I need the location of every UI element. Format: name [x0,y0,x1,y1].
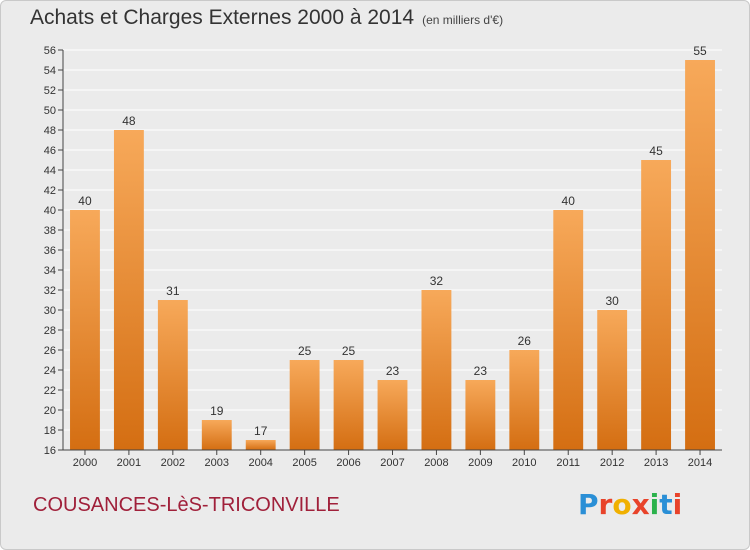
bar-2003 [201,420,232,450]
x-tick-label: 2013 [644,457,668,469]
data-label-2008: 32 [430,274,444,288]
data-label-2005: 25 [298,344,312,358]
data-label-2002: 31 [166,284,180,298]
x-tick-label: 2000 [73,457,97,469]
y-tick-label: 40 [44,205,56,217]
bar-2010 [509,350,540,450]
y-tick-label: 34 [44,265,56,277]
bar-2011 [553,210,584,450]
data-label-2009: 23 [474,364,488,378]
y-tick-label: 26 [44,345,56,357]
y-tick-label: 18 [44,425,56,437]
logo-letter: i [672,488,683,521]
chart-subtitle: (en milliers d'€) [422,13,504,27]
bar-2006 [333,360,364,450]
bar-2014 [685,60,715,450]
x-tick-label: 2008 [424,457,448,469]
logo-letter: x [631,488,650,521]
x-tick-label: 2004 [248,457,272,469]
data-label-2011: 40 [562,194,576,208]
chart-title: Achats et Charges Externes 2000 à 2014 (e… [30,6,503,30]
x-tick-label: 2002 [161,457,185,469]
data-label-2001: 48 [122,114,136,128]
y-tick-label: 30 [44,305,56,317]
y-tick-label: 38 [44,225,56,237]
y-tick-label: 44 [44,165,56,177]
bar-2001 [113,130,144,450]
bar-2007 [377,380,408,450]
y-tick-label: 28 [44,325,56,337]
x-tick-label: 2003 [205,457,229,469]
y-tick-label: 54 [44,65,56,77]
x-tick-label: 2010 [512,457,536,469]
logo-letter: t [659,488,673,521]
data-label-2004: 17 [254,424,268,438]
y-tick-label: 32 [44,285,56,297]
x-tick-label: 2007 [380,457,404,469]
y-tick-label: 20 [44,405,56,417]
axes [58,49,722,455]
x-tick-label: 2001 [117,457,141,469]
data-label-2014: 55 [693,44,707,58]
y-tick-label: 36 [44,245,56,257]
bar-2005 [289,360,320,450]
y-tick-label: 16 [44,445,56,457]
labels: 16 18 20 22 24 26 28 30 32 34 36 38 40 42 44 46 48 50 52 54… [44,44,713,469]
data-label-2010: 26 [518,334,532,348]
bar-2002 [157,300,188,450]
title-text: Achats et Charges Externes 2000 à 2014 [30,6,415,29]
data-label-2007: 23 [386,364,400,378]
bars [70,60,715,450]
y-tick-label: 46 [44,145,56,157]
logo-letter: P [578,488,599,521]
logo-letter: i [649,488,660,521]
x-tick-label: 2009 [468,457,492,469]
x-tick-label: 2014 [688,457,712,469]
y-tick-label: 52 [44,85,56,97]
y-tick-label: 42 [44,185,56,197]
logo-letter: o [612,488,632,521]
logo-letter: r [598,488,613,521]
data-label-2003: 19 [210,404,224,418]
x-tick-label: 2005 [292,457,316,469]
data-label-2012: 30 [605,294,619,308]
data-label-2013: 45 [649,144,663,158]
bar-2008 [421,290,452,450]
y-tick-label: 22 [44,385,56,397]
data-label-2000: 40 [78,194,92,208]
commune-name: COUSANCES-LèS-TRICONVILLE [33,494,340,516]
y-tick-label: 56 [44,45,56,57]
bar-2013 [641,160,672,450]
proxiti-logo: Proxiti [578,488,682,521]
bar-2009 [465,380,496,450]
x-tick-label: 2011 [556,457,580,469]
y-tick-label: 24 [44,365,56,377]
bar-2012 [597,310,628,450]
y-tick-label: 48 [44,125,56,137]
x-tick-label: 2012 [600,457,624,469]
x-tick-label: 2006 [336,457,360,469]
y-tick-label: 50 [44,105,56,117]
bar-2000 [70,210,100,450]
data-label-2006: 25 [342,344,356,358]
bar-2004 [245,440,276,450]
